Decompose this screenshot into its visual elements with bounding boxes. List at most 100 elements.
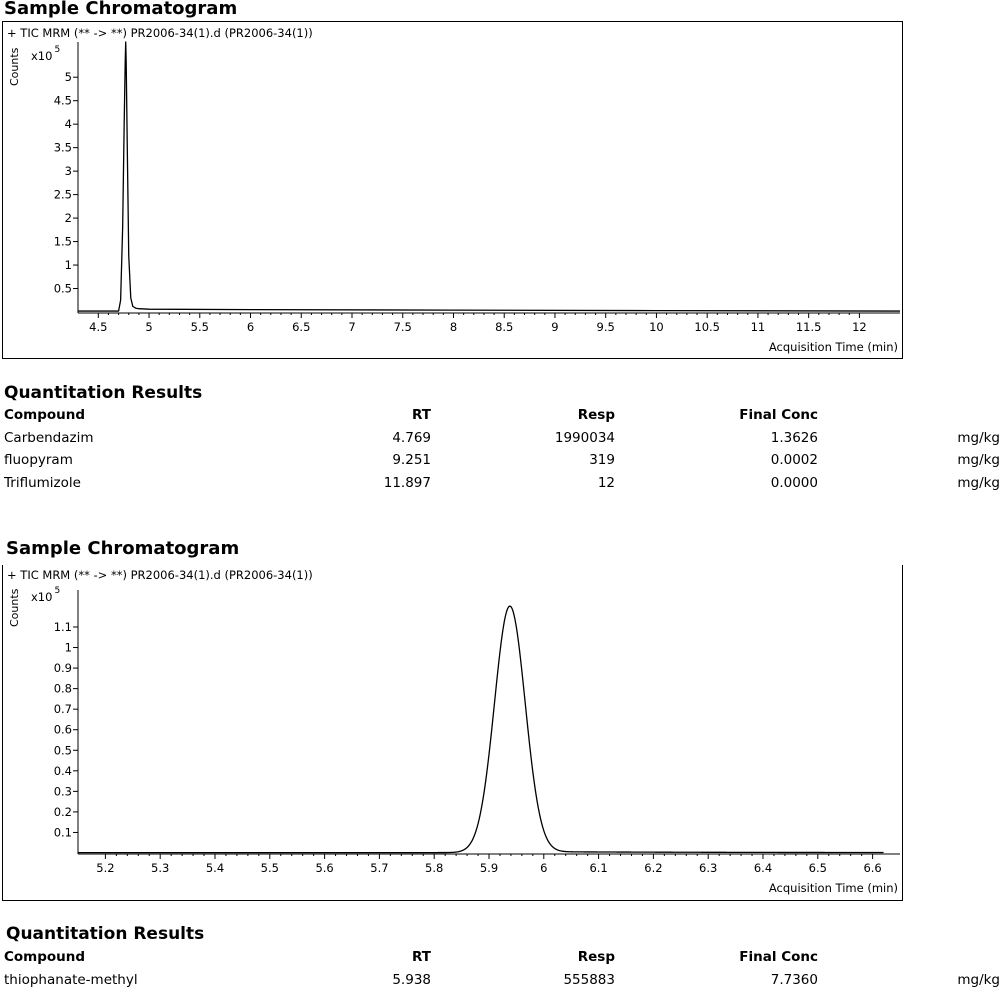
retention-time: 11.897: [383, 474, 431, 491]
x-tick-label: 8: [450, 320, 457, 334]
y-tick-label: 0.8: [54, 682, 72, 696]
x-tick-label: 6.5: [292, 320, 310, 334]
x-tick-label: 10.5: [694, 320, 720, 334]
x-tick-label: 6.3: [699, 861, 717, 875]
table-row: thiophanate-methyl 5.938 555883 7.7360 m…: [4, 972, 1000, 995]
column-header-rt: RT: [412, 407, 431, 423]
concentration-unit: mg/kg: [957, 971, 1000, 988]
column-header-compound: Compound: [4, 407, 86, 423]
results-table: Compound RT Resp Final Conc Carbendazim …: [4, 407, 1000, 497]
x-tick-label: 5.9: [480, 861, 498, 875]
final-concentration: 1.3626: [770, 429, 818, 446]
y-tick-label: 2.5: [54, 188, 72, 202]
y-tick-label: 3: [65, 164, 72, 178]
y-tick-label: 3.5: [54, 141, 72, 155]
chromatogram-trace-line: [78, 605, 884, 854]
x-tick-label: 6.4: [754, 861, 772, 875]
chromatogram-panel: + TIC MRM (** -> **) PR2006-34(1).d (PR2…: [2, 21, 903, 359]
results-header-row: Compound RT Resp Final Conc: [4, 407, 1000, 430]
y-tick-label: 0.1: [54, 825, 72, 839]
response: 1990034: [554, 429, 615, 446]
x-tick-label: 6: [540, 861, 547, 875]
column-header-rt: RT: [412, 949, 431, 965]
x-tick-label: 6.2: [644, 861, 662, 875]
x-axis-label: Acquisition Time (min): [768, 881, 898, 895]
y-tick-label: 0.4: [54, 764, 72, 778]
y-tick-label: 0.6: [54, 723, 72, 737]
x-tick-label: 6.6: [863, 861, 881, 875]
final-concentration: 0.0000: [770, 474, 818, 491]
x-tick-label: 4.5: [89, 320, 107, 334]
retention-time: 9.251: [392, 452, 431, 468]
x-tick-label: 7: [348, 320, 355, 334]
x-tick-label: 5.8: [425, 861, 443, 875]
x-tick-label: 11: [751, 320, 766, 334]
column-header-resp: Resp: [577, 407, 615, 423]
chromatogram-title: Sample Chromatogram: [4, 0, 238, 19]
column-header-compound: Compound: [4, 949, 86, 965]
y-tick-label: 1.1: [54, 620, 72, 634]
column-header-resp: Resp: [577, 949, 615, 965]
compound-name: fluopyram: [4, 452, 73, 468]
concentration-unit: mg/kg: [957, 429, 1000, 446]
y-tick-label: 2: [65, 211, 72, 225]
x-tick-label: 5.4: [206, 861, 224, 875]
y-multiplier-base: x10: [31, 48, 53, 63]
concentration-unit: mg/kg: [957, 452, 1000, 468]
chromatogram-plot: 0.511.522.533.544.554.5 5 5.5 6 6.5 7 7.5 8 8.5 9…: [54, 41, 901, 334]
y-multiplier-exponent: 5: [54, 586, 61, 596]
table-row: fluopyram 9.251 319 0.0002 mg/kg: [4, 452, 1000, 475]
retention-time: 4.769: [392, 429, 431, 446]
trace-label: + TIC MRM (** -> **) PR2006-34(1).d (PR2…: [7, 26, 313, 40]
x-tick-label: 5: [145, 320, 152, 334]
x-tick-label: 9: [551, 320, 558, 334]
x-tick-label: 5.6: [315, 861, 333, 875]
results-header-row: Compound RT Resp Final Conc: [4, 949, 1000, 972]
y-tick-label: 1.5: [54, 235, 72, 249]
response: 319: [589, 452, 615, 468]
x-tick-label: 7.5: [394, 320, 412, 334]
x-tick-label: 5.3: [151, 861, 169, 875]
x-tick-label: 5.7: [370, 861, 388, 875]
y-tick-label: 5: [65, 70, 72, 84]
y-multiplier: x10 5: [31, 45, 61, 63]
compound-name: Carbendazim: [4, 429, 94, 446]
results-title: Quantitation Results: [4, 383, 203, 403]
compound-name: thiophanate-methyl: [4, 971, 138, 988]
x-tick-label: 6.1: [589, 861, 607, 875]
y-multiplier-exponent: 5: [54, 45, 61, 55]
y-tick-label: 0.9: [54, 661, 72, 675]
chromatogram-trace-line: [78, 41, 901, 312]
retention-time: 5.938: [392, 971, 431, 988]
compound-name: Triflumizole: [4, 474, 81, 491]
y-tick-label: 1: [65, 641, 72, 655]
table-row: Carbendazim 4.769 1990034 1.3626 mg/kg: [4, 430, 1000, 453]
x-tick-label: 5.5: [261, 861, 279, 875]
response: 555883: [563, 971, 615, 988]
table-row: Triflumizole 11.897 12 0.0000 mg/kg: [4, 475, 1000, 498]
x-tick-label: 11.5: [796, 320, 822, 334]
y-multiplier: x10 5: [31, 586, 61, 604]
column-header-final-conc: Final Conc: [739, 407, 818, 423]
y-multiplier-base: x10: [31, 589, 53, 604]
y-tick-label: 1: [65, 258, 72, 272]
y-tick-label: 0.3: [54, 784, 72, 798]
y-tick-label: 0.7: [54, 702, 72, 716]
x-axis-label: Acquisition Time (min): [768, 340, 898, 354]
trace-label: + TIC MRM (** -> **) PR2006-34(1).d (PR2…: [7, 568, 313, 582]
results-table: Compound RT Resp Final Conc thiophanate-…: [4, 949, 1000, 994]
chromatogram-plot: 0.1 0.2 0.3 0.4 0.5 0.6 0.7 0.8 0.9 1 1.1 5.2 5.3 5.4…: [54, 590, 900, 875]
y-tick-label: 0.5: [54, 282, 72, 296]
x-tick-label: 6: [247, 320, 254, 334]
x-tick-label: 8.5: [495, 320, 513, 334]
y-tick-label: 4.5: [54, 94, 72, 108]
concentration-unit: mg/kg: [957, 474, 1000, 491]
x-tick-label: 5.2: [96, 861, 114, 875]
final-concentration: 0.0002: [770, 452, 818, 468]
x-tick-label: 10: [649, 320, 664, 334]
results-title: Quantitation Results: [6, 924, 205, 944]
chromatogram-title: Sample Chromatogram: [6, 538, 240, 559]
x-tick-label: 6.5: [809, 861, 827, 875]
y-tick-label: 0.2: [54, 805, 72, 819]
x-tick-label: 5.5: [191, 320, 209, 334]
